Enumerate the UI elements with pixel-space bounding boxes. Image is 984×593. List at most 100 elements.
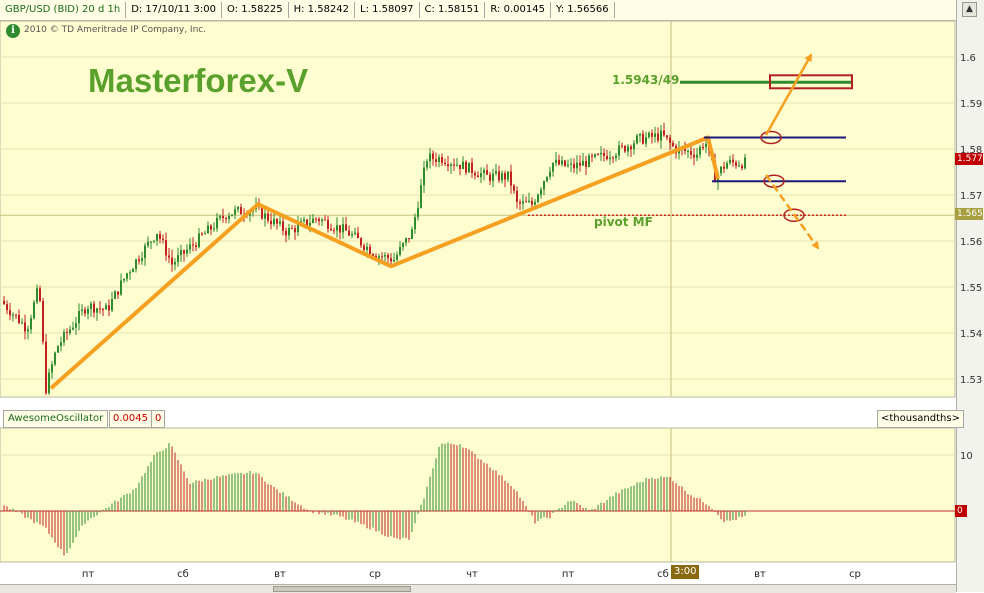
candle-body: [96, 308, 98, 313]
y-tick-label: 1.54: [960, 329, 982, 340]
candle-body: [549, 171, 551, 177]
candle-body: [297, 223, 299, 233]
candle-body: [183, 250, 185, 254]
candle-body: [480, 173, 482, 178]
candle-body: [555, 159, 557, 163]
scroll-thumb[interactable]: [273, 586, 411, 592]
candle-body: [195, 245, 197, 248]
candle-body: [636, 135, 638, 144]
chart-header: GBP/USD (BID) 20 d 1h D: 17/10/11 3:00 O…: [0, 0, 956, 21]
candle-body: [264, 213, 266, 219]
candle-body: [141, 258, 143, 262]
candle-body: [651, 132, 653, 137]
candle-body: [420, 185, 422, 208]
copyright-text: 2010 © TD Ameritrade IP Company, Inc.: [24, 25, 207, 35]
candle-body: [309, 222, 311, 226]
candle-body: [477, 175, 479, 178]
candle-body: [738, 165, 740, 167]
candle-body: [387, 254, 389, 259]
resistance-break-circle: [760, 130, 782, 145]
candle-body: [705, 143, 707, 148]
candle-body: [291, 228, 293, 230]
y-cursor-field: Y: 1.56566: [551, 2, 615, 18]
x-tick-label: пт: [82, 569, 95, 580]
candle-body: [42, 300, 44, 342]
candle-body: [531, 200, 533, 205]
candle-body: [507, 171, 509, 180]
candle-body: [228, 215, 230, 220]
candle-body: [642, 133, 644, 144]
candle-body: [168, 255, 170, 258]
candle-body: [729, 159, 731, 163]
candle-body: [432, 153, 434, 160]
candle-body: [408, 238, 410, 240]
y-tick-label: 1.56: [960, 237, 982, 248]
candle-body: [147, 241, 149, 246]
vertical-scrollbar[interactable]: [956, 0, 984, 592]
candle-body: [369, 246, 371, 255]
last-price-tag: 1.5770: [955, 153, 983, 165]
candle-body: [66, 331, 68, 334]
cursor-price-tag: 1.5656: [955, 208, 983, 220]
close-field: C: 1.58151: [420, 2, 486, 18]
candle-body: [486, 170, 488, 175]
candle-body: [318, 218, 320, 222]
candle-body: [324, 219, 326, 221]
candle-body: [534, 202, 536, 205]
info-icon[interactable]: i: [6, 24, 20, 38]
candle-body: [558, 159, 560, 165]
candle-body: [726, 162, 728, 169]
candle-body: [612, 157, 614, 159]
candle-body: [123, 278, 125, 281]
x-tick-label: вт: [754, 569, 766, 580]
x-tick-label: пт: [562, 569, 575, 580]
scroll-up-icon[interactable]: ▲: [962, 2, 977, 17]
pivot-break-circle: [783, 208, 805, 222]
candle-body: [33, 302, 35, 319]
candle-body: [669, 137, 671, 143]
candle-body: [624, 145, 626, 152]
candle-body: [39, 288, 41, 301]
candle-body: [489, 174, 491, 181]
candle-body: [120, 280, 122, 295]
candle-body: [57, 345, 59, 353]
y-tick-label: 1.6: [960, 53, 976, 64]
candle-body: [672, 142, 674, 147]
candle-body: [465, 161, 467, 173]
y-tick-label: 1.53: [960, 375, 982, 386]
candle-body: [576, 162, 578, 169]
candle-body: [585, 160, 587, 167]
candle-body: [639, 133, 641, 136]
chart-annotation-title: Masterforex-V: [88, 62, 309, 99]
symbol-field[interactable]: GBP/USD (BID) 20 d 1h: [0, 2, 127, 18]
candle-body: [321, 219, 323, 222]
x-tick-label: сб: [177, 569, 189, 580]
candle-body: [621, 145, 623, 147]
candle-body: [63, 331, 65, 343]
candle-body: [510, 171, 512, 186]
candle-body: [216, 217, 218, 229]
candle-body: [561, 160, 563, 165]
oscillator-name[interactable]: AwesomeOscillator: [3, 410, 109, 428]
target-box: [769, 74, 853, 90]
candle-body: [702, 147, 704, 149]
candle-body: [75, 323, 77, 328]
target-level-label: 1.5943/49: [612, 73, 680, 87]
candle-body: [444, 162, 446, 165]
candle-body: [657, 133, 659, 141]
candle-body: [573, 163, 575, 169]
x-tick-label: ср: [849, 569, 861, 580]
candle-body: [231, 214, 233, 216]
candle-body: [396, 254, 398, 260]
candle-body: [525, 201, 527, 203]
candle-body: [603, 152, 605, 156]
candle-body: [405, 238, 407, 243]
candle-body: [654, 133, 656, 137]
candle-body: [567, 164, 569, 166]
candle-body: [429, 153, 431, 162]
range-field: R: 0.00145: [485, 2, 551, 18]
candle-body: [381, 256, 383, 258]
candle-body: [282, 221, 284, 231]
candle-body: [438, 157, 440, 162]
